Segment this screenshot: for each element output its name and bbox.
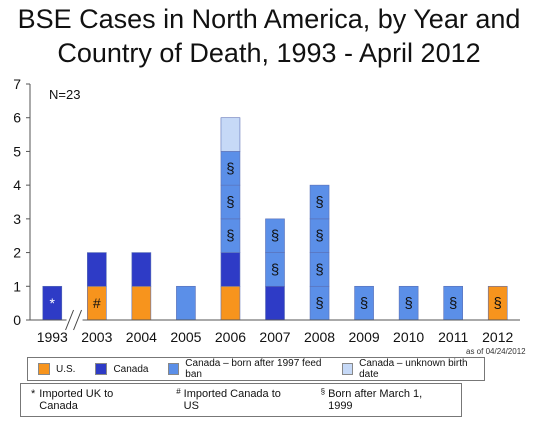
x-tick-label-2009: 2009 <box>349 329 380 345</box>
bar-2004-series-1-unit-1 <box>131 252 152 287</box>
bar-symbol-2007-1: § <box>271 261 279 278</box>
bar-2004-series-0-unit-1 <box>131 285 152 321</box>
bar-2006-series-1-unit-1 <box>220 252 241 287</box>
y-tick-label-7: 7 <box>13 76 21 92</box>
legend-swatch-canada-feed-ban <box>168 363 180 375</box>
legend-label-canada-feed-ban: Canada – born after 1997 feed ban <box>185 358 322 380</box>
footnote-born-after: § Born after March 1, 1999 <box>320 387 447 413</box>
legend-item-canada-feed-ban: Canada – born after 1997 feed ban <box>168 358 322 380</box>
x-tick-label-2012: 2012 <box>482 329 513 345</box>
footnote-text-imported-canada: Imported Canada to US <box>183 388 281 412</box>
axis-break-gap <box>66 319 83 322</box>
x-tick-label-2010: 2010 <box>393 329 424 345</box>
bar-2007-series-1-unit-1 <box>265 285 285 321</box>
x-tick-label-2006: 2006 <box>215 329 246 345</box>
chart-title-line-2: Country of Death, 1993 - April 2012 <box>57 38 481 68</box>
legend-swatch-canada <box>95 363 108 375</box>
x-tick-label-2011: 2011 <box>438 329 468 345</box>
footnote-symbol-hash: # <box>176 387 181 396</box>
bar-2007-series-2-unit-2 <box>265 218 285 253</box>
y-tick-label-1: 1 <box>13 278 21 294</box>
x-tick-label-2003: 2003 <box>81 329 112 345</box>
footnote-imported-canada: # Imported Canada to US <box>176 387 296 413</box>
y-tick-label-5: 5 <box>13 143 21 159</box>
bar-symbol-2010-0: § <box>404 295 412 312</box>
bar-symbol-2007-2: § <box>271 228 279 245</box>
bar-symbol-2011-0: § <box>449 295 457 312</box>
footnote-symbol-asterisk: * <box>31 388 36 400</box>
bar-symbol-2008-1: § <box>315 261 323 278</box>
bar-symbol-2008-0: § <box>315 295 323 312</box>
footnote-text-born-after: Born after March 1, 1999 <box>328 388 423 412</box>
chart-legend: U.S. Canada Canada – born after 1997 fee… <box>27 357 485 381</box>
y-tick-label-2: 2 <box>13 245 21 261</box>
bar-2008-series-2-unit-4 <box>309 184 330 220</box>
x-tick-label-2008: 2008 <box>304 329 335 345</box>
legend-label-canada-unknown: Canada – unknown birth date <box>359 358 468 380</box>
bar-symbol-2008-2: § <box>315 228 323 245</box>
bar-symbol-2012-0: § <box>494 295 502 312</box>
sample-size-label: N=23 <box>49 87 80 102</box>
footnote-symbol-section: § <box>320 387 326 396</box>
axis-break-mark-1 <box>65 309 75 331</box>
axis-break-mark-2 <box>73 309 83 331</box>
bar-chart: * # § § § § § § § § § § § § § 0 1 2 3 4 5 6 7 1993 2003 2004 2005 2… <box>13 76 520 345</box>
legend-item-canada-unknown: Canada – unknown birth date <box>342 358 474 380</box>
bar-2005-series-2-unit-1 <box>176 285 196 321</box>
bar-2003-series-1-unit-1 <box>87 252 107 287</box>
legend-label-canada: Canada <box>113 363 149 375</box>
chart-title-line-1: BSE Cases in North America, by Year and <box>17 4 521 34</box>
bar-symbol-2008-3: § <box>315 194 323 211</box>
bar-symbol-2006-3: § <box>226 194 234 211</box>
x-tick-label-2005: 2005 <box>170 329 201 345</box>
as-of-date: as of 04/24/2012 <box>466 347 526 356</box>
y-tick-label-3: 3 <box>13 211 21 227</box>
x-tick-label-2007: 2007 <box>259 329 290 345</box>
chart-title: BSE Cases in North America, by Year and … <box>0 2 538 70</box>
x-tick-label-1993: 1993 <box>37 329 68 345</box>
legend-swatch-us <box>38 363 50 375</box>
legend-swatch-canada-unknown <box>342 363 354 375</box>
bar-2006-series-0-unit-1 <box>220 285 241 321</box>
bar-symbol-2009-0: § <box>360 295 368 312</box>
x-tick-label-2004: 2004 <box>126 329 157 345</box>
footnote-text-imported-uk: Imported UK to Canada <box>39 388 114 412</box>
bar-2006-series-3-unit-1 <box>220 117 241 152</box>
footnote-imported-uk: * Imported UK to Canada <box>31 388 152 412</box>
y-tick-label-6: 6 <box>13 110 21 126</box>
legend-label-us: U.S. <box>56 363 76 375</box>
y-tick-label-4: 4 <box>13 177 21 193</box>
bar-symbol-2003-0: # <box>93 295 101 311</box>
bar-symbol-2006-4: § <box>226 160 234 177</box>
bar-symbol-2006-2: § <box>226 228 234 245</box>
footnotes-box: * Imported UK to Canada # Imported Canad… <box>20 383 462 417</box>
legend-item-us: U.S. <box>38 363 75 375</box>
bar-symbol-1993-0: * <box>50 295 56 311</box>
y-tick-label-0: 0 <box>13 312 21 328</box>
legend-item-canada: Canada <box>95 363 148 375</box>
